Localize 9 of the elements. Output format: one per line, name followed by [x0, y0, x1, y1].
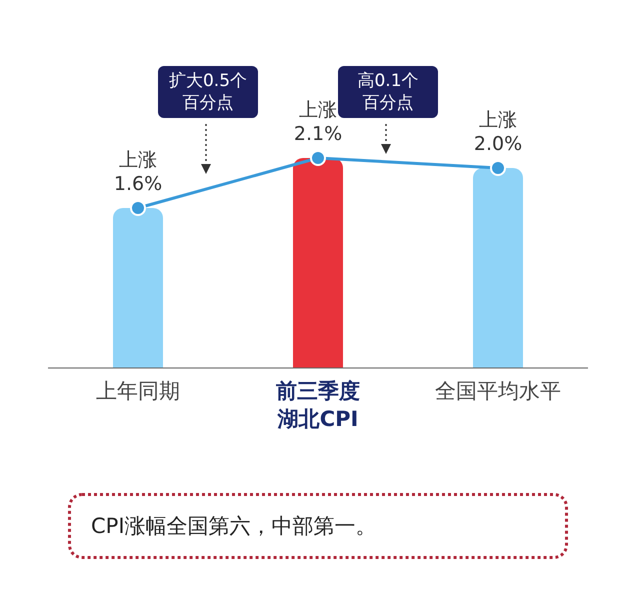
text: 高0.1个百分点	[356, 70, 420, 114]
data-label: 上涨 1.6%	[114, 149, 162, 195]
data-label: 上涨 2.0%	[474, 109, 522, 155]
x-tick-label: 上年同期	[96, 379, 180, 403]
text: CPI涨幅全国第六，中部第一。	[68, 493, 568, 559]
text: 扩大0.5个百分点	[168, 70, 248, 114]
x-tick-label: 全国平均水平	[435, 379, 561, 403]
x-tick-label: 前三季度湖北CPI	[275, 379, 360, 431]
data-label: 上涨 2.1%	[294, 99, 342, 145]
